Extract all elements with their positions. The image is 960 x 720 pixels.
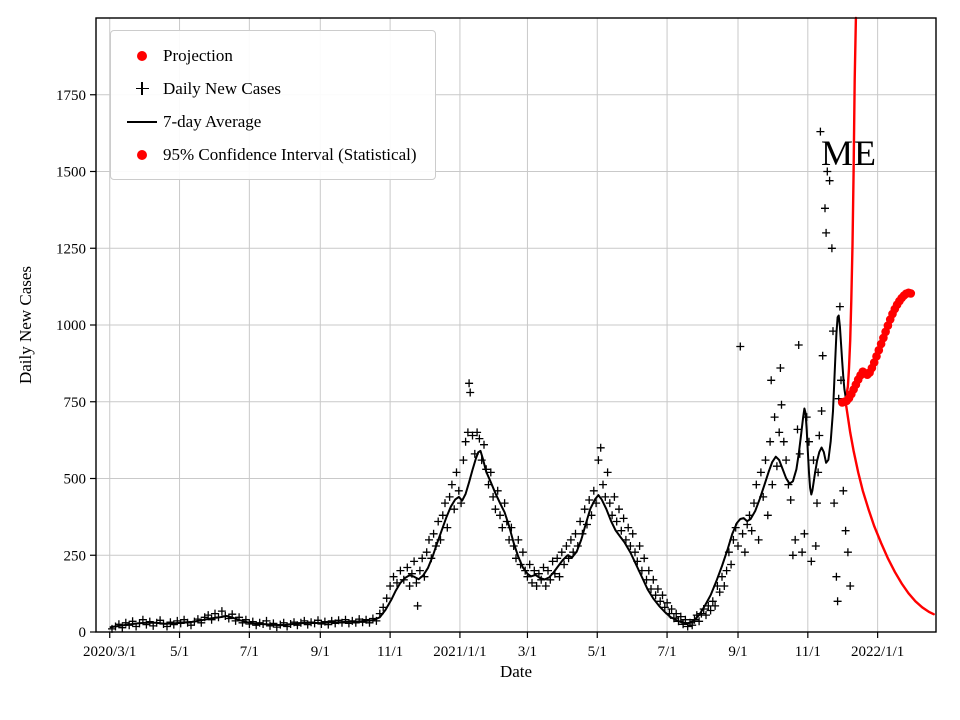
svg-text:7/1: 7/1 [240, 644, 259, 660]
svg-text:7/1: 7/1 [657, 644, 676, 660]
svg-text:9/1: 9/1 [311, 644, 330, 660]
y-axis-label: Daily New Cases [16, 265, 35, 385]
svg-text:2022/1/1: 2022/1/1 [851, 644, 904, 660]
line-marker-icon [121, 120, 163, 123]
svg-text:750: 750 [64, 395, 87, 411]
tick-labels: 0 250 500 750 1000 1250 1500 1750 2020/3/1 5/1 7/1… [56, 88, 904, 660]
svg-text:1000: 1000 [56, 318, 86, 334]
svg-text:0: 0 [79, 625, 87, 641]
svg-text:11/1: 11/1 [795, 644, 821, 660]
svg-text:3/1: 3/1 [518, 644, 537, 660]
svg-text:5/1: 5/1 [588, 644, 607, 660]
svg-text:2020/3/1: 2020/3/1 [83, 644, 136, 660]
svg-text:500: 500 [64, 472, 87, 488]
legend-label: Projection [163, 45, 233, 65]
axes [90, 17, 937, 638]
legend-item-7day-average: 7-day Average [121, 105, 417, 138]
svg-text:1250: 1250 [56, 241, 86, 257]
legend: Projection Daily New Cases 7-day Average… [110, 30, 436, 180]
plus-marker-icon [121, 82, 163, 95]
x-axis-label: Date [499, 662, 533, 681]
legend-label: 7-day Average [163, 111, 262, 131]
legend-item-daily-new-cases: Daily New Cases [121, 72, 417, 105]
data-series [108, 16, 935, 633]
red-dot-icon [121, 50, 163, 61]
svg-text:1500: 1500 [56, 165, 86, 181]
legend-item-projection: Projection [121, 39, 417, 72]
red-dot-icon [121, 149, 163, 160]
svg-text:11/1: 11/1 [377, 644, 403, 660]
svg-text:250: 250 [64, 548, 87, 564]
svg-text:2021/1/1: 2021/1/1 [433, 644, 486, 660]
legend-label: 95% Confidence Interval (Statistical) [163, 144, 417, 164]
state-annotation: ME [821, 133, 877, 173]
svg-text:5/1: 5/1 [170, 644, 189, 660]
legend-item-confidence-interval: 95% Confidence Interval (Statistical) [121, 138, 417, 171]
svg-text:9/1: 9/1 [728, 644, 747, 660]
legend-label: Daily New Cases [163, 78, 282, 98]
svg-text:1750: 1750 [56, 88, 86, 104]
